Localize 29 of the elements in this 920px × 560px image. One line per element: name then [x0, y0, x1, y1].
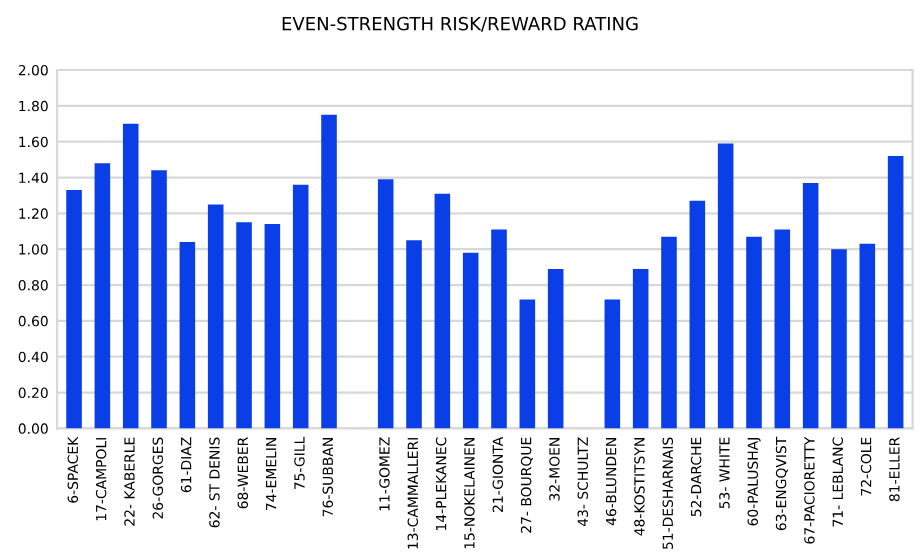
bar — [462, 252, 479, 429]
bar — [122, 123, 139, 429]
bar — [859, 243, 876, 429]
bar — [661, 236, 677, 429]
bar — [717, 143, 734, 429]
bar — [236, 222, 252, 429]
bar — [519, 299, 536, 429]
bar — [179, 242, 196, 429]
bar — [802, 182, 819, 429]
bar — [604, 299, 621, 429]
bar — [632, 268, 649, 429]
bar — [831, 249, 847, 429]
bar — [547, 268, 564, 429]
bar — [746, 236, 762, 429]
bar — [66, 190, 82, 429]
bar — [292, 184, 309, 429]
chart-title: EVEN-STRENGTH RISK/REWARD RATING — [282, 16, 638, 32]
bar — [207, 204, 224, 429]
bar — [94, 163, 111, 429]
bar — [491, 229, 507, 429]
bar — [887, 156, 904, 429]
bar — [321, 114, 337, 429]
bar — [377, 179, 394, 429]
bar — [689, 200, 706, 429]
bar — [264, 224, 281, 429]
bar — [406, 240, 422, 429]
bar — [434, 193, 451, 429]
bar — [774, 229, 791, 429]
bar — [151, 170, 167, 429]
